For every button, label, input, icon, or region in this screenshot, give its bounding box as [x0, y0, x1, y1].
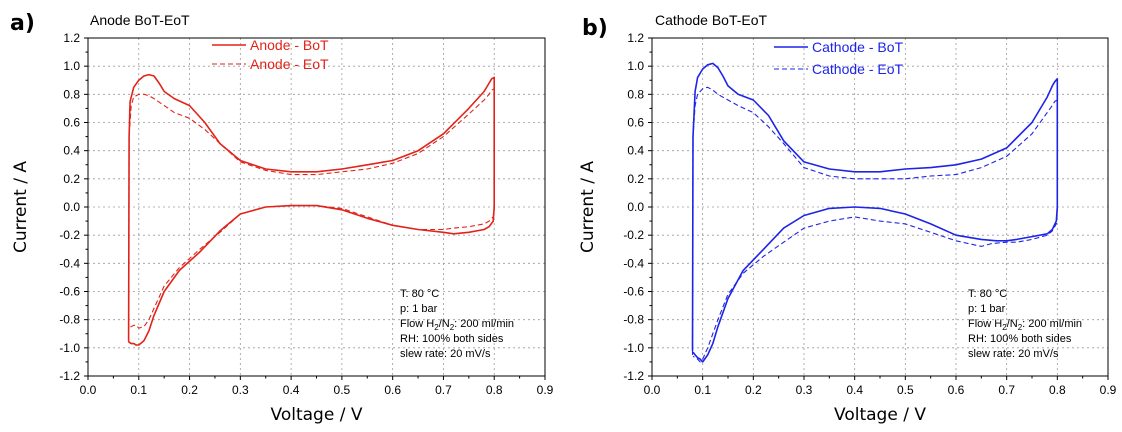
y-tick-label: -0.2: [623, 228, 644, 242]
x-axis-label: Voltage / V: [271, 405, 363, 425]
conditions-note: T: 80 °C p: 1 bar Flow H2/N2: 200 ml/minRH…: [968, 288, 1082, 360]
y-tick-label: -0.6: [59, 285, 80, 299]
series-line-1: [127, 73, 495, 346]
condition-line: T: 80 °C: [968, 288, 1007, 300]
condition-line: RH: 100% both sides: [400, 333, 504, 345]
x-tick-label: 0.7: [435, 383, 452, 397]
chart-panel-2: b) Cathode BoT-EoT 0.0 0.1 0.2 0.3 0.4 0.5 0.6 0.…: [578, 12, 1117, 425]
y-tick-label: 0.4: [627, 144, 644, 158]
x-tick-label: 0.0: [80, 383, 97, 397]
y-tick-label: 0.8: [627, 87, 644, 101]
y-tick-label: 1.2: [63, 31, 80, 45]
y-tick-label: 0.6: [63, 116, 80, 130]
y-tick-label: 0.0: [63, 200, 80, 214]
series-line-2: [691, 86, 1058, 363]
y-tick-label: -0.6: [623, 285, 644, 299]
chart-title: Anode BoT-EoT: [90, 12, 190, 28]
y-tick-label: -0.4: [623, 256, 644, 270]
x-tick-label: 0.2: [745, 383, 762, 397]
y-axis-label: Current / A: [578, 161, 598, 253]
chart-panel-1: a) Anode BoT-EoT 0.0 0.1 0.2 0.3 0.4 0.5 0.6 0.7 0…: [10, 11, 554, 425]
x-tick-label: 0.7: [998, 383, 1015, 397]
x-tick-label: 0.3: [232, 383, 249, 397]
condition-line: Flow H2/N2: 200 ml/min: [968, 318, 1082, 332]
x-tick-label: 0.9: [537, 383, 554, 397]
condition-line: T: 80 °C: [400, 288, 439, 300]
x-tick-label: 0.6: [948, 383, 965, 397]
condition-line: slew rate: 20 mV/s: [400, 348, 491, 360]
y-tick-label: -1.2: [623, 369, 644, 383]
y-tick-label: 0.2: [63, 172, 80, 186]
x-tick-label: 0.4: [846, 383, 863, 397]
x-axis-label: Voltage / V: [834, 405, 926, 425]
x-tick-label: 0.4: [283, 383, 300, 397]
panel-letter: a): [10, 11, 35, 36]
chart-title: Cathode BoT-EoT: [655, 12, 768, 28]
condition-line: p: 1 bar: [400, 303, 438, 315]
y-axis-label: Current / A: [11, 161, 31, 253]
y-tick-label: -1.2: [59, 369, 80, 383]
x-tick-label: 0.8: [486, 383, 503, 397]
x-tick-label: 0.9: [1100, 383, 1117, 397]
x-tick-label: 0.1: [694, 383, 711, 397]
y-tick-label: 0.8: [63, 87, 80, 101]
condition-line: Flow H2/N2: 200 ml/min: [400, 318, 514, 332]
y-tick-label: 0.6: [627, 116, 644, 130]
y-tick-label: 0.4: [63, 144, 80, 158]
y-tick-label: 0.2: [627, 172, 644, 186]
y-tick-label: 1.0: [63, 59, 80, 73]
legend-label: Cathode - BoT: [812, 39, 903, 55]
panel-letter: b): [582, 16, 608, 41]
condition-line: slew rate: 20 mV/s: [968, 348, 1059, 360]
x-tick-label: 0.5: [334, 383, 351, 397]
y-tick-label: -1.0: [623, 341, 644, 355]
conditions-note: T: 80 °C p: 1 bar Flow H2/N2: 200 ml/minRH…: [400, 288, 514, 360]
x-tick-label: 0.1: [130, 383, 147, 397]
condition-line: p: 1 bar: [968, 303, 1006, 315]
x-tick-label: 0.6: [384, 383, 401, 397]
condition-line: RH: 100% both sides: [968, 333, 1072, 345]
y-tick-label: 0.0: [627, 200, 644, 214]
x-tick-label: 0.8: [1049, 383, 1066, 397]
y-tick-label: -0.8: [623, 313, 644, 327]
legend-label: Cathode - EoT: [812, 61, 903, 77]
y-tick-label: -1.0: [59, 341, 80, 355]
y-tick-label: -0.2: [59, 228, 80, 242]
x-tick-label: 0.0: [644, 383, 661, 397]
legend-label: Anode - EoT: [250, 56, 329, 72]
y-tick-label: -0.8: [59, 313, 80, 327]
y-tick-label: 1.0: [627, 59, 644, 73]
series-line-2: [128, 88, 495, 329]
grid: [652, 38, 1108, 376]
grid: [88, 38, 545, 376]
x-tick-label: 0.2: [181, 383, 198, 397]
legend: Anode - BoT Anode - EoT: [212, 37, 329, 72]
legend: Cathode - BoT Cathode - EoT: [774, 39, 903, 77]
x-tick-label: 0.5: [897, 383, 914, 397]
x-tick-label: 0.3: [796, 383, 813, 397]
legend-label: Anode - BoT: [250, 37, 329, 53]
series-line-1: [691, 62, 1059, 363]
y-tick-label: -0.4: [59, 256, 80, 270]
y-tick-label: 1.2: [627, 31, 644, 45]
